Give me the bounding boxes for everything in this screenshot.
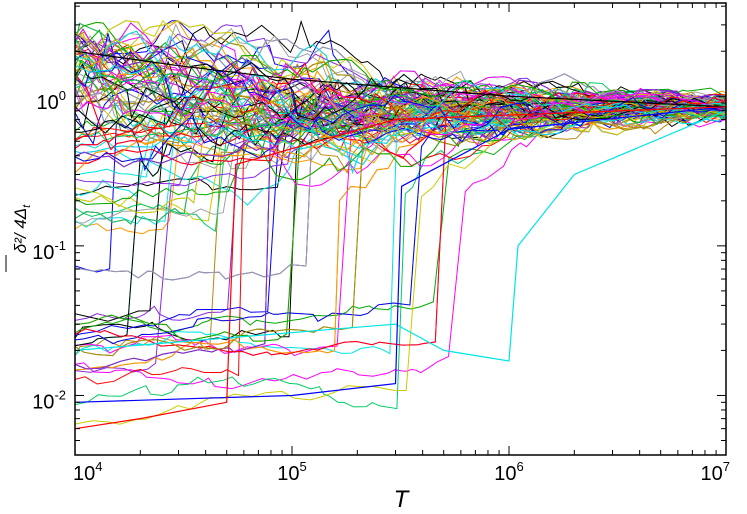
series-line-featured	[75, 110, 726, 362]
series-line	[75, 101, 726, 174]
series-line	[75, 28, 726, 128]
y-axis-label-subscript: t	[21, 204, 33, 208]
series-line	[75, 47, 726, 129]
x-axis-label: T	[394, 486, 411, 513]
y-axis-label-main: δ²	[11, 237, 30, 253]
series-line-featured	[75, 50, 726, 108]
series-line	[75, 37, 726, 133]
x-tick-label: 105	[277, 459, 306, 485]
tick-labels-layer: 104 105 106 107 10-2 10-1 100	[32, 88, 730, 485]
series-line	[75, 94, 726, 166]
series-line-featured	[75, 106, 726, 403]
y-tick-label: 10-2	[32, 387, 66, 413]
plot-frame	[74, 2, 727, 456]
series-line	[75, 63, 726, 159]
series-line	[75, 92, 726, 168]
y-tick-label: 100	[37, 88, 66, 114]
series-line	[75, 54, 726, 125]
ticks-layer	[74, 3, 727, 456]
x-tick-label: 104	[73, 459, 102, 485]
series-line	[75, 62, 726, 136]
x-tick-label: 107	[701, 459, 730, 485]
y-axis-label: δ²/ 4Δt	[5, 204, 33, 272]
svg-text:δ²/ 4Δt: δ²/ 4Δt	[11, 204, 33, 253]
series-line-featured	[75, 106, 726, 430]
series-line	[75, 20, 726, 120]
series-layer	[75, 19, 726, 430]
series-line	[75, 22, 726, 144]
y-axis-label-rest: / 4Δ	[11, 208, 30, 239]
y-tick-label: 10-1	[32, 238, 66, 264]
x-tick-label: 106	[494, 459, 523, 485]
series-line	[75, 39, 726, 120]
